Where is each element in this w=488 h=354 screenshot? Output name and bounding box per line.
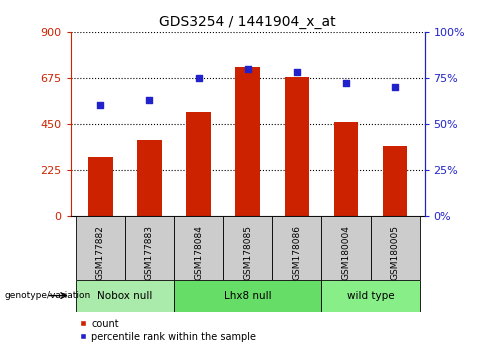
Bar — [223, 216, 272, 280]
Point — [195, 75, 203, 81]
Point — [293, 69, 301, 75]
Bar — [186, 112, 211, 216]
Bar — [88, 156, 113, 216]
Text: genotype/variation: genotype/variation — [5, 291, 91, 300]
Bar — [272, 216, 322, 280]
Point — [145, 97, 153, 103]
Bar — [285, 77, 309, 216]
Text: GSM178085: GSM178085 — [243, 225, 252, 280]
Bar — [322, 216, 370, 280]
Text: GSM178084: GSM178084 — [194, 225, 203, 280]
Point — [391, 84, 399, 90]
Text: Lhx8 null: Lhx8 null — [224, 291, 271, 301]
Bar — [334, 122, 358, 216]
Title: GDS3254 / 1441904_x_at: GDS3254 / 1441904_x_at — [160, 16, 336, 29]
Point — [244, 66, 252, 72]
Text: GSM180004: GSM180004 — [342, 225, 350, 280]
Point — [96, 103, 104, 108]
Text: GSM177882: GSM177882 — [96, 225, 105, 280]
Text: GSM177883: GSM177883 — [145, 225, 154, 280]
Bar — [370, 216, 420, 280]
Text: Nobox null: Nobox null — [97, 291, 153, 301]
Bar — [322, 280, 420, 312]
Bar — [235, 67, 260, 216]
Legend: count, percentile rank within the sample: count, percentile rank within the sample — [76, 315, 260, 346]
Bar — [125, 216, 174, 280]
Bar — [383, 147, 407, 216]
Bar — [174, 216, 223, 280]
Text: wild type: wild type — [346, 291, 394, 301]
Point — [342, 81, 350, 86]
Bar — [137, 140, 162, 216]
Bar — [76, 216, 125, 280]
Bar — [174, 280, 322, 312]
Text: GSM178086: GSM178086 — [292, 225, 301, 280]
Text: GSM180005: GSM180005 — [390, 225, 400, 280]
Bar — [76, 280, 174, 312]
